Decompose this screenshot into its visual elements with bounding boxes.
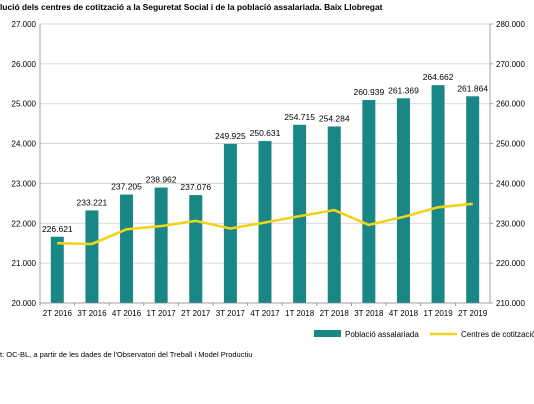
x-tick-label: 3T 2016 [77, 309, 107, 318]
bar-data-label: 261.864 [457, 83, 488, 93]
bar [362, 99, 376, 303]
bar-data-label: 233.221 [77, 197, 108, 207]
x-tick-label: 3T 2017 [216, 309, 246, 318]
x-tick-label: 2T 2019 [458, 309, 488, 318]
bar-data-label: 238.962 [146, 175, 177, 185]
left-tick-label: 24.000 [12, 140, 37, 149]
bar [50, 236, 64, 303]
x-axis-ticks: 2T 2016 3T 2016 4T 2016 1T 2017 2T 2017 3T 20… [43, 309, 488, 318]
left-tick-label: 21.000 [12, 259, 37, 268]
left-axis-ticks: 20.000 21.000 22.000 23.000 24.000 25.000 26.0… [12, 20, 37, 308]
bar [327, 126, 341, 303]
x-tick-label: 1T 2019 [423, 309, 453, 318]
bar [431, 85, 445, 303]
x-tick-label: 4T 2017 [250, 309, 280, 318]
bar [189, 195, 203, 303]
right-tick-label: 210.000 [496, 299, 525, 308]
bar-data-label: 264.662 [423, 72, 454, 82]
legend-swatch-bar [314, 330, 341, 337]
legend: Població assalariada Centres de cotitzaci… [314, 330, 534, 339]
left-tick-label: 20.000 [12, 299, 37, 308]
bar [154, 187, 168, 303]
right-tick-label: 220.000 [496, 259, 525, 268]
bar-data-label: 254.284 [319, 113, 350, 123]
bar [466, 96, 480, 303]
right-axis-ticks: 210.000 220.000 230.000 240.000 250.000 260.0… [496, 20, 525, 308]
left-tick-label: 25.000 [12, 100, 37, 109]
bar-data-label: 237.076 [180, 182, 211, 192]
left-tick-label: 22.000 [12, 219, 37, 228]
left-tick-label: 26.000 [12, 60, 37, 69]
legend-label-bar: Població assalariada [345, 330, 419, 339]
x-tick-label: 2T 2018 [320, 309, 350, 318]
x-tick-label: 2T 2017 [181, 309, 211, 318]
bar [396, 98, 410, 303]
bar-data-label: 260.939 [353, 87, 384, 97]
bar-series-poblacio-assalariada [50, 85, 480, 304]
legend-label-line: Centres de cotització [461, 330, 534, 339]
x-tick-label: 1T 2018 [285, 309, 315, 318]
bar [223, 143, 237, 303]
chart-title: lució dels centres de cotització a la Se… [0, 2, 383, 12]
bar-data-label: 226.621 [42, 224, 73, 234]
bar-data-label: 261.369 [388, 85, 419, 95]
bar [293, 124, 307, 304]
bar [85, 210, 99, 303]
bar-data-label: 254.715 [284, 112, 315, 122]
left-tick-label: 27.000 [12, 20, 37, 29]
bar [120, 194, 134, 303]
bar-data-label: 237.205 [111, 182, 142, 192]
axes [39, 23, 493, 306]
right-tick-label: 250.000 [496, 140, 525, 149]
right-tick-label: 260.000 [496, 100, 525, 109]
bar-data-label: 250.631 [250, 128, 281, 138]
right-tick-label: 280.000 [496, 20, 525, 29]
right-tick-label: 270.000 [496, 60, 525, 69]
right-tick-label: 230.000 [496, 219, 525, 228]
x-tick-label: 4T 2018 [389, 309, 419, 318]
x-tick-label: 2T 2016 [43, 309, 73, 318]
left-tick-label: 23.000 [12, 179, 37, 188]
bar-data-label: 249.925 [215, 131, 246, 141]
line-series-centres-cotitzacio [57, 202, 473, 246]
source-note: t: OC-BL, a partir de les dades de l'Obs… [0, 350, 253, 359]
x-tick-label: 4T 2016 [112, 309, 142, 318]
x-tick-label: 1T 2017 [147, 309, 177, 318]
x-tick-label: 3T 2018 [354, 309, 384, 318]
right-tick-label: 240.000 [496, 179, 525, 188]
